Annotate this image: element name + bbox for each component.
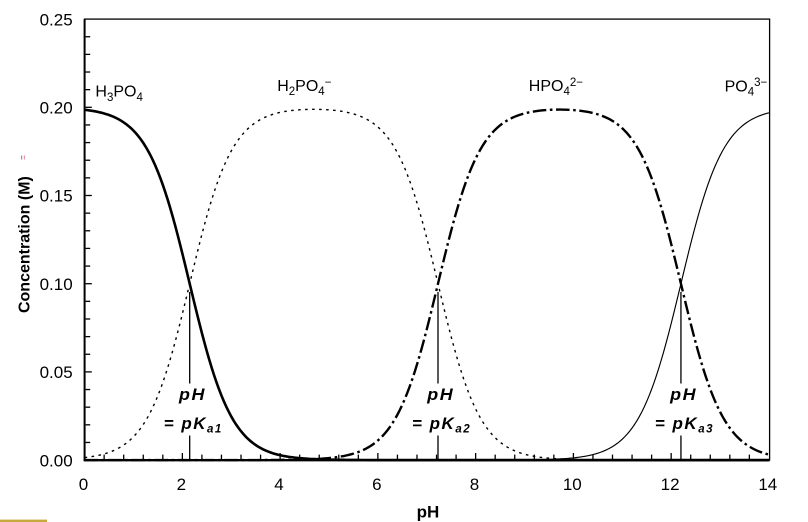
- svg-text:pH: pH: [417, 502, 440, 521]
- svg-text:0.05: 0.05: [40, 363, 73, 382]
- svg-text:2: 2: [177, 475, 186, 494]
- svg-text:pH: pH: [426, 385, 454, 404]
- svg-text:= pKa1: = pKa1: [164, 414, 223, 436]
- svg-text:Concentration (M): Concentration (M): [17, 176, 34, 313]
- svg-text:0.10: 0.10: [40, 275, 73, 294]
- svg-text:0.25: 0.25: [40, 10, 73, 29]
- svg-text:0.20: 0.20: [40, 99, 73, 118]
- svg-text:pH: pH: [669, 385, 697, 404]
- svg-text:= pKa2: = pKa2: [412, 414, 471, 436]
- svg-text:6: 6: [372, 475, 381, 494]
- svg-text:0.15: 0.15: [40, 187, 73, 206]
- svg-text:pH: pH: [178, 385, 206, 404]
- svg-text:0: 0: [79, 475, 88, 494]
- svg-text:10: 10: [563, 475, 582, 494]
- svg-text:= pKa3: = pKa3: [655, 414, 714, 436]
- svg-text:4: 4: [274, 475, 283, 494]
- svg-text:HPO42−: HPO42−: [529, 77, 583, 98]
- svg-text:12: 12: [661, 475, 680, 494]
- svg-text:8: 8: [470, 475, 479, 494]
- svg-text:0.00: 0.00: [40, 451, 73, 470]
- svg-text:14: 14: [758, 475, 777, 494]
